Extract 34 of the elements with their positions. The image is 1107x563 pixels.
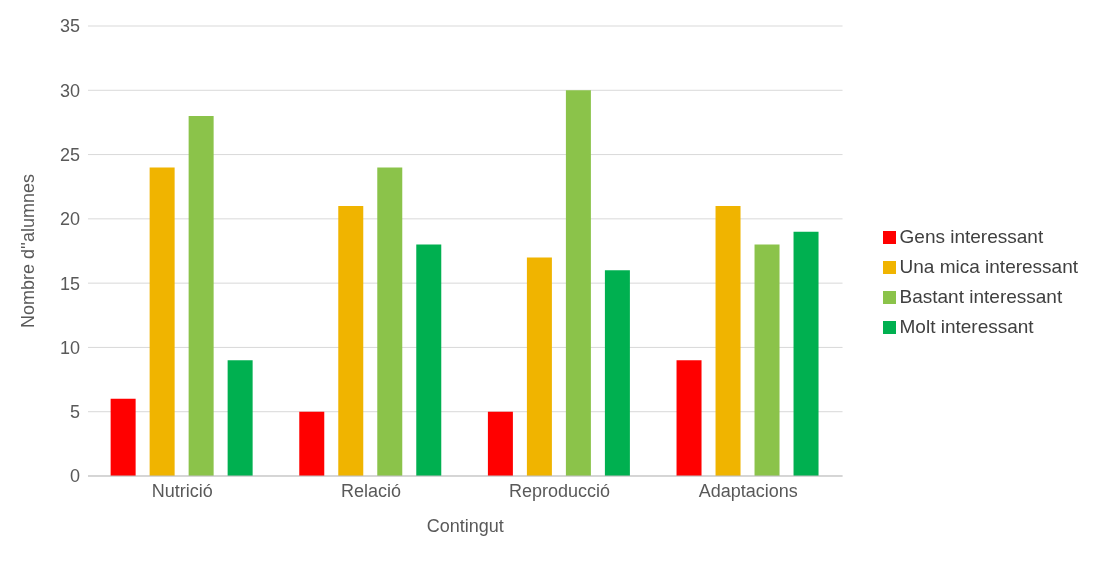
bar [227, 360, 253, 476]
bar [676, 360, 702, 476]
bar [377, 167, 403, 476]
bar [604, 270, 630, 476]
x-tick-label: Reproducció [509, 480, 611, 501]
legend-label: Molt interessant [899, 316, 1034, 337]
x-tick-label: Adaptacions [698, 480, 798, 501]
bar [188, 116, 214, 476]
bar [299, 411, 325, 476]
y-tick-label: 30 [59, 80, 80, 101]
bar [487, 411, 513, 476]
x-tick-label: Nutrició [151, 480, 213, 501]
bar [793, 231, 819, 476]
y-tick-label: 0 [69, 466, 80, 487]
bar [715, 206, 741, 476]
x-axis-title: Contingut [426, 516, 504, 536]
y-tick-label: 35 [59, 16, 80, 37]
y-tick-label: 20 [59, 209, 80, 230]
bar [149, 167, 175, 476]
bar [565, 90, 591, 476]
x-tick-label: Relació [340, 480, 401, 501]
legend-label: Una mica interessant [899, 256, 1078, 277]
y-axis-title: Nombre d''alumnes [18, 174, 39, 328]
bar [338, 206, 364, 476]
legend-label: Bastant interessant [899, 286, 1063, 307]
y-tick-label: 5 [69, 402, 80, 423]
bar [526, 257, 552, 476]
bar [416, 244, 442, 476]
bar [110, 398, 136, 476]
bar [754, 244, 780, 476]
y-tick-label: 15 [59, 273, 80, 294]
y-tick-label: 25 [59, 144, 80, 165]
y-tick-label: 10 [59, 337, 80, 358]
legend-label: Gens interessant [899, 226, 1044, 247]
